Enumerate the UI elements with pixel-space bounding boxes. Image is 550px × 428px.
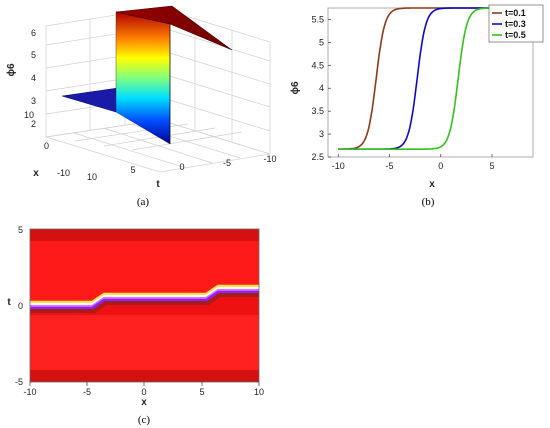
panel-a-ztick: 2 [31,119,36,129]
panel-c-xtick: -5 [83,387,91,397]
panel-a-ztick: 4 [31,73,36,83]
panel-a-zlabel: ϕ6 [6,63,17,76]
panel-a-ztick: 3 [31,96,36,106]
legend-label-t01: t=0.1 [505,8,526,18]
panel-b-series [338,7,513,150]
panel-a-caption: (a) [137,196,150,208]
panel-b-xtick: 0 [438,161,443,171]
panel-a-ttick: 5 [130,165,135,175]
panel-b-ytick: 4 [319,83,324,93]
panel-b-ylabel: ϕ6 [290,81,301,94]
panel-a-ttick: -5 [223,158,231,168]
panel-c-xlabel: x [141,397,147,408]
panel-c-ylabel: t [7,297,11,308]
panel-a-ztick: 5 [31,50,36,60]
panel-b-ytick: 2.5 [311,152,324,162]
front-yellow [30,284,259,304]
panel-b-ytick: 4.5 [311,60,324,70]
panel-a-xtick: 0 [44,141,49,151]
panel-c-ytick: 0 [18,301,23,311]
panel-c: -10 -5 0 5 10 5 0 -5 t x (c) [7,225,264,426]
panel-a-ztick: 6 [31,28,36,38]
panel-c-xtick: 10 [254,387,264,397]
surface-wall [115,11,171,145]
panel-a-tlabel: t [156,179,160,190]
front-magenta [30,289,259,307]
panel-a-xlabel: x [33,168,39,179]
panel-c-xtick: -10 [23,387,36,397]
panel-b-xtick: 5 [489,161,494,171]
panel-c-plot-area [29,228,260,383]
panel-c-xtick: 0 [141,387,146,397]
panel-b-ytick: 5.5 [311,14,324,24]
panel-a-xtick: 10 [24,110,34,120]
panel-b-ytick: 3.5 [311,106,324,116]
legend-label-t05: t=0.5 [505,30,526,40]
front-violet [30,290,259,310]
panel-b-ticks: -10 -5 0 5 2.5 3 3.5 4 4.5 5 5.5 [311,14,494,171]
legend-label-t03: t=0.3 [505,19,526,29]
panel-a-ttick: -10 [263,154,276,164]
panel-b-xtick: -10 [332,161,345,171]
panel-b-legend: t=0.1 t=0.3 t=0.5 [488,4,544,43]
panel-b-caption: (b) [422,196,435,208]
panel-b-xlabel: x [429,179,435,190]
panel-a-ttick: 0 [179,162,184,172]
series-line-2 [338,7,513,150]
surface-high-plateau [115,5,233,51]
panel-b: -10 -5 0 5 2.5 3 3.5 4 4.5 5 5.5 ϕ6 x t=0.1 t=0.3 … [290,4,544,208]
panel-c-ticks [29,382,260,386]
panel-c-xtick: 5 [199,387,204,397]
panel-a: 6 5 4 3 2 ϕ6 10 0 -10 x 10 5 0 -5 -10 t … [6,5,277,208]
panel-b-ytick: 3 [319,129,324,139]
panel-a-xtick: -10 [57,168,70,178]
panel-b-ytick: 5 [319,37,324,47]
panel-a-ttick: 10 [87,172,97,182]
panel-b-xtick: -5 [385,161,393,171]
front-white [30,287,259,305]
panel-c-caption: (c) [138,414,151,426]
panel-c-ytick: 5 [18,225,23,235]
panel-c-heatmap [30,229,259,382]
panel-c-ytick: -5 [15,377,23,387]
